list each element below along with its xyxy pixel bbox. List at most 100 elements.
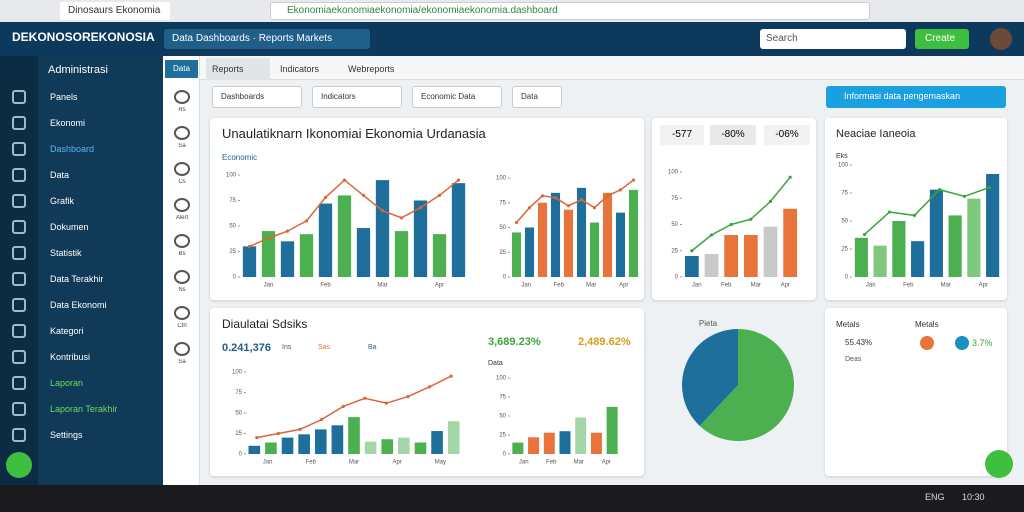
sidebar-icon[interactable] [12,324,26,338]
avatar[interactable] [990,28,1012,50]
bar [281,437,294,454]
icon[interactable] [174,126,190,140]
y-tick-label: 0 [503,275,507,281]
bar [375,180,390,277]
taskbar [0,485,1024,512]
sidebar-icon[interactable] [12,220,26,234]
banner[interactable]: Informasi data pengemaskan [826,86,1006,108]
sidebar-item[interactable]: Data Terakhir [50,274,104,284]
icon[interactable] [174,342,190,356]
line-point [912,213,917,217]
bar [381,439,394,454]
sidebar-item[interactable]: Settings [50,430,83,440]
header-button[interactable]: Create [915,29,969,49]
bar [265,442,277,454]
sidebar-icon[interactable] [12,90,26,104]
sidebar-icon[interactable] [12,298,26,312]
status-icon[interactable] [6,452,32,478]
y-tick-label: 50 [229,224,236,230]
bar [413,200,428,277]
line-point [514,220,519,225]
tray-text: 10:30 [962,492,985,502]
bar [261,231,276,277]
legend-dot [955,336,969,350]
legend-dot [920,336,934,350]
sidebar-item[interactable]: Laporan [50,378,84,388]
icon[interactable] [174,90,190,104]
line-point [437,193,442,197]
line-point [527,206,532,210]
fab[interactable] [985,450,1013,478]
legend-item: Ins [282,344,292,351]
y-tick-label: 100 [226,173,237,179]
bar [348,417,360,454]
bar [704,253,719,277]
sidebar-item[interactable]: Ekonomi [50,118,86,128]
icon[interactable] [174,306,190,320]
icon[interactable] [174,234,190,248]
sidebar-item[interactable]: Panels [50,92,78,102]
toolbar-button[interactable]: Indicators [312,86,402,108]
sidebar-item[interactable]: Data Ekonomi [50,300,107,310]
sidebar-icon[interactable] [12,168,26,182]
stat: -577 [660,125,704,145]
toolbar-button[interactable]: Dashboards [212,86,302,108]
menu[interactable]: Data Dashboards · Reports Markets [164,29,370,49]
bar [873,245,887,277]
sidebar-item[interactable]: Dokumen [50,222,89,232]
sidebar-icon[interactable] [12,116,26,130]
sidebar-item[interactable]: Statistik [50,248,82,258]
sidebar-item[interactable]: Grafik [50,196,75,206]
address-bar[interactable]: Ekonomiaekonomiaekonomia/ekonomiaekonomi… [270,2,870,20]
toolbar-button[interactable]: Data [512,86,562,108]
line-point [553,196,558,200]
sidebar-icon[interactable] [12,194,26,208]
sidebar-icon[interactable] [12,272,26,286]
sidebar-item[interactable]: Laporan Terakhir [50,404,118,414]
sidebar-item[interactable]: Data [50,170,70,180]
bar [576,187,587,277]
y-tick-label: 0 [503,452,507,458]
sidebar-icon[interactable] [12,350,26,364]
legend-item: Sas [318,344,331,351]
x-tick-label: Apr [435,283,444,289]
sidebar-icon[interactable] [12,246,26,260]
icon[interactable] [174,198,190,212]
stat: -80% [710,125,756,145]
x-tick-label: May [435,460,446,466]
toolbar-button[interactable]: Economic Data [412,86,502,108]
y-tick-label: 50 [499,225,506,231]
panel [825,308,1007,476]
browser-tab[interactable]: Dinosaurs Ekonomia [60,2,170,20]
y-tick-label: 25 [841,247,848,253]
icon[interactable] [174,162,190,176]
tab-strip [200,56,1024,80]
y-tick-label: 75 [671,196,678,202]
sidebar-icon[interactable] [12,402,26,416]
bar [331,425,344,454]
sidebar-icon[interactable] [12,376,26,390]
icon-label: Sa [178,143,186,149]
search-box[interactable]: Search [760,29,906,49]
sidebar-icon[interactable] [12,428,26,442]
bar [615,212,626,277]
line-point [962,194,967,198]
tab[interactable]: Indicators [280,64,320,74]
sidebar-item[interactable]: Kategori [50,326,84,336]
bar [314,429,327,454]
line-point [266,236,271,240]
line-point [428,385,432,389]
sidebar-icon[interactable] [12,142,26,156]
bar [511,232,522,277]
legend-item: 3.7% [972,338,993,348]
line-point [788,175,792,179]
tab[interactable]: Reports [206,58,270,80]
icon-bar-head: Data [165,60,198,78]
bar [394,231,409,277]
tab[interactable]: Webreports [348,64,395,74]
sidebar-item[interactable]: Dashboard [50,144,95,154]
line-point [255,436,259,440]
sidebar-item[interactable]: Kontribusi [50,352,91,362]
icon[interactable] [174,270,190,284]
line-point [631,178,636,182]
